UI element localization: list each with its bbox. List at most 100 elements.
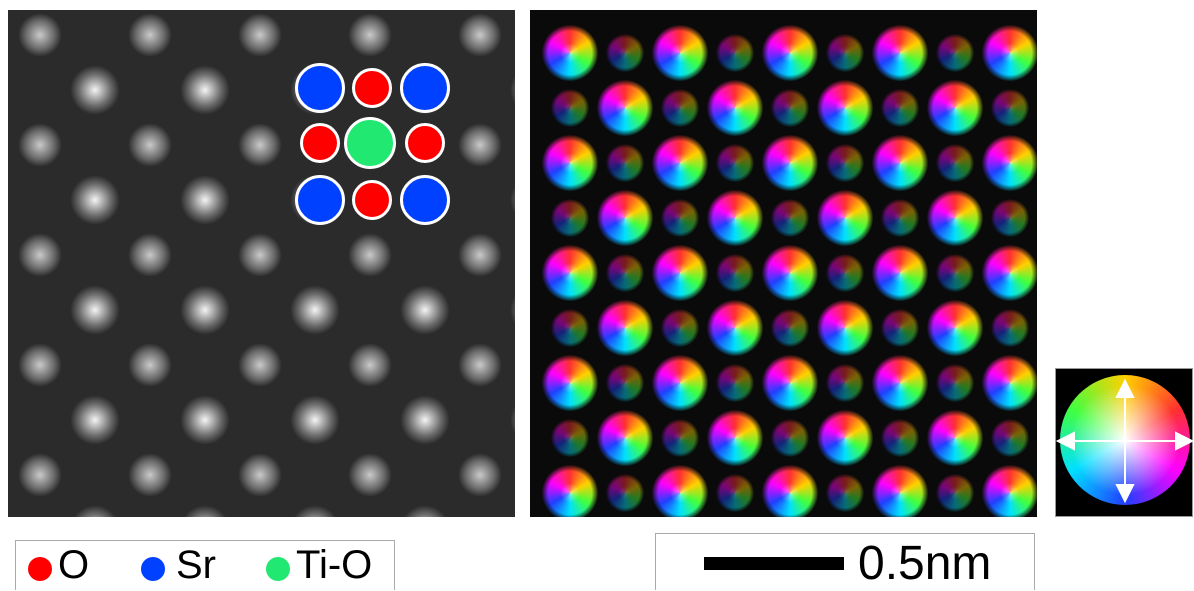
dpc-blob	[771, 199, 809, 237]
atom-marker	[405, 123, 445, 163]
dpc-blob	[707, 190, 763, 246]
color-wheel	[1055, 368, 1193, 517]
dpc-blob	[771, 419, 809, 457]
dpc-blob	[661, 419, 699, 457]
dpc-blob	[826, 364, 864, 402]
dpc-blob	[936, 254, 974, 292]
atom-column	[180, 285, 230, 335]
wheel-arrows	[1056, 369, 1194, 518]
dpc-blob	[707, 300, 763, 356]
atom-column	[128, 453, 172, 497]
dpc-blob	[762, 465, 818, 517]
dpc-blob	[826, 34, 864, 72]
atom-marker	[344, 117, 396, 169]
atom-column	[400, 395, 450, 445]
atom-marker	[400, 175, 450, 225]
legend-label: Sr	[176, 543, 216, 588]
dpc-blob	[661, 309, 699, 347]
dpc-blob	[881, 89, 919, 127]
atom-marker	[352, 180, 392, 220]
dpc-blob	[716, 34, 754, 72]
atom-column	[458, 13, 502, 57]
dpc-blob	[551, 89, 589, 127]
atom-column	[348, 13, 392, 57]
atom-column	[238, 233, 282, 277]
dpc-blob	[927, 190, 983, 246]
dpc-blob	[982, 465, 1037, 517]
legend-label: O	[58, 543, 89, 588]
dpc-blob	[762, 355, 818, 411]
dpc-blob	[936, 34, 974, 72]
dpc-blob	[936, 474, 974, 512]
atom-column	[128, 343, 172, 387]
dpc-blob	[817, 190, 873, 246]
atom-column	[400, 505, 450, 517]
dpc-blob	[936, 364, 974, 402]
dpc-blob	[771, 309, 809, 347]
atom-column	[70, 285, 120, 335]
atom-column	[348, 343, 392, 387]
dpc-blob	[661, 89, 699, 127]
dpc-blob	[762, 25, 818, 81]
dpc-blob	[881, 199, 919, 237]
atom-column	[238, 123, 282, 167]
atom-column	[348, 233, 392, 277]
atom-column	[458, 123, 502, 167]
dpc-blob	[982, 355, 1037, 411]
dpc-blob	[826, 474, 864, 512]
atom-column	[348, 453, 392, 497]
atom-column	[70, 175, 120, 225]
atom-column	[180, 65, 230, 115]
dpc-blob	[597, 80, 653, 136]
dpc-blob	[927, 410, 983, 466]
dpc-blob	[716, 364, 754, 402]
atom-column	[510, 285, 515, 335]
dpc-blob	[542, 245, 598, 301]
dpc-blob	[606, 364, 644, 402]
dpc-blob	[927, 300, 983, 356]
dpc-blob	[982, 25, 1037, 81]
dpc-blob	[872, 25, 928, 81]
dpc-blob	[872, 135, 928, 191]
atom-column	[128, 233, 172, 277]
dpc-blob	[927, 80, 983, 136]
atom-column	[18, 233, 62, 277]
atom-column	[510, 505, 515, 517]
scale-bar-box: 0.5nm	[655, 533, 1035, 590]
legend-dot	[266, 557, 290, 581]
atom-column	[238, 343, 282, 387]
scale-bar	[704, 557, 844, 570]
dpc-image	[530, 10, 1037, 517]
dpc-blob	[936, 144, 974, 182]
dpc-blob	[551, 309, 589, 347]
dpc-blob	[872, 245, 928, 301]
atom-column	[510, 395, 515, 445]
atom-column	[458, 453, 502, 497]
atom-column	[238, 13, 282, 57]
dpc-blob	[606, 474, 644, 512]
dpc-blob	[606, 254, 644, 292]
dpc-blob	[716, 474, 754, 512]
atom-column	[400, 285, 450, 335]
dpc-blob	[716, 144, 754, 182]
dpc-blob	[762, 245, 818, 301]
dpc-blob	[606, 144, 644, 182]
dpc-blob	[826, 144, 864, 182]
atom-column	[180, 505, 230, 517]
atom-column	[18, 343, 62, 387]
dpc-blob	[991, 89, 1029, 127]
dpc-blob	[542, 355, 598, 411]
dpc-blob	[652, 355, 708, 411]
atom-column	[458, 233, 502, 277]
atom-column	[18, 453, 62, 497]
dpc-blob	[652, 25, 708, 81]
dpc-blob	[542, 25, 598, 81]
dpc-blob	[982, 245, 1037, 301]
dpc-blob	[991, 309, 1029, 347]
dpc-blob	[597, 300, 653, 356]
dpc-blob	[551, 199, 589, 237]
dpc-blob	[652, 135, 708, 191]
atom-column	[290, 505, 340, 517]
atom-column	[458, 343, 502, 387]
dpc-blob	[872, 465, 928, 517]
